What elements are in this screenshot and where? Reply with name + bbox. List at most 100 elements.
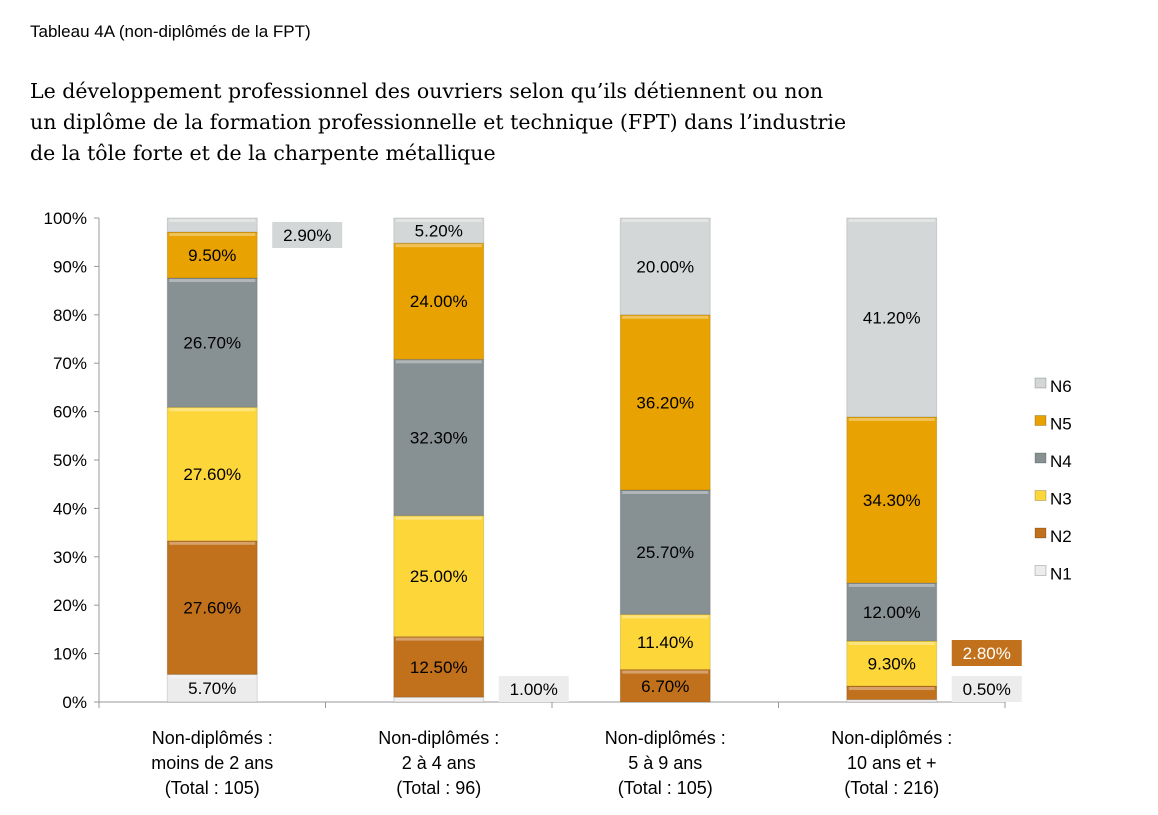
- bar-segment-highlight: [395, 637, 482, 641]
- y-tick-label: 70%: [53, 354, 87, 373]
- y-tick-label: 20%: [53, 596, 87, 615]
- legend-swatch-n5: [1034, 415, 1047, 426]
- data-label: 9.50%: [188, 246, 236, 265]
- bar-segment-n6: [166, 217, 258, 233]
- bar-segment-highlight: [622, 219, 709, 222]
- bar-segment-n2: [619, 669, 711, 703]
- category-label: Non-diplômés :: [831, 728, 952, 748]
- bar-segment-highlight: [395, 244, 482, 248]
- title-line: un diplôme de la formation professionnel…: [30, 110, 847, 134]
- bar-segment-highlight: [848, 219, 935, 222]
- data-label: 20.00%: [636, 257, 694, 276]
- y-tick-label: 60%: [53, 403, 87, 422]
- legend-swatch-n2: [1034, 527, 1047, 539]
- bar-segment-n4: [619, 489, 711, 615]
- bar-segment-n2: [166, 540, 258, 675]
- data-label: 32.30%: [410, 428, 468, 447]
- data-label: 27.60%: [183, 599, 241, 618]
- legend-label: N6: [1050, 377, 1072, 396]
- data-label: 12.50%: [410, 658, 468, 677]
- bar-segment-n6: [846, 217, 938, 418]
- bar-segment-n6: [619, 217, 711, 316]
- data-label: 34.30%: [863, 491, 921, 510]
- bar-segment-n3: [393, 515, 485, 638]
- legend-swatch-n4: [1034, 452, 1047, 464]
- data-label: 5.20%: [415, 222, 463, 241]
- bar-segment-highlight: [622, 615, 709, 619]
- y-tick-label: 0%: [62, 693, 87, 712]
- data-label-box: [951, 676, 1022, 702]
- data-label: 6.70%: [641, 677, 689, 696]
- data-label-box: [272, 222, 343, 248]
- data-label: 2.80%: [963, 644, 1011, 663]
- title-line: Le développement professionnel des ouvri…: [30, 79, 824, 103]
- data-label: 25.00%: [410, 567, 468, 586]
- y-tick-label: 10%: [53, 645, 87, 664]
- data-label: 27.60%: [183, 465, 241, 484]
- bar-segment-n5: [166, 231, 258, 279]
- bar-segment-highlight: [622, 491, 709, 495]
- data-label-box: [951, 640, 1022, 666]
- data-label-box: [498, 676, 569, 702]
- data-label: 25.70%: [636, 543, 694, 562]
- bar-segment-highlight: [848, 583, 935, 587]
- bar-segment-highlight: [395, 516, 482, 520]
- category-label: 5 à 9 ans: [628, 753, 702, 773]
- data-label: 36.20%: [636, 393, 694, 412]
- bar-segment-n4: [393, 358, 485, 517]
- category-label: moins de 2 ans: [151, 753, 273, 773]
- category-label: Non-diplômés :: [378, 728, 499, 748]
- data-label: 12.00%: [863, 603, 921, 622]
- bar-segment-highlight: [169, 408, 256, 412]
- category-label: (Total : 105): [618, 778, 713, 798]
- bar-segment-highlight: [848, 642, 935, 646]
- legend-label: N5: [1050, 415, 1072, 434]
- data-label: 26.70%: [183, 334, 241, 353]
- bar-segment-highlight: [848, 687, 935, 691]
- y-tick-label: 100%: [44, 209, 87, 228]
- data-label: 5.70%: [188, 679, 236, 698]
- category-label: (Total : 96): [396, 778, 481, 798]
- data-label: 2.90%: [283, 226, 331, 245]
- bar-segment-n6: [393, 217, 485, 244]
- y-tick-label: 40%: [53, 499, 87, 518]
- title-line: de la tôle forte et de la charpente méta…: [30, 141, 496, 165]
- bar-segment-n2: [393, 636, 485, 698]
- bar-segment-n3: [619, 613, 711, 671]
- legend-swatch-n1: [1034, 565, 1047, 576]
- bar-segment-highlight: [848, 417, 935, 421]
- bar-segment-highlight: [622, 670, 709, 674]
- bar-segment-highlight: [169, 219, 256, 222]
- bar-segment-n5: [393, 242, 485, 360]
- data-label: 41.20%: [863, 308, 921, 327]
- bar-segment-highlight: [169, 675, 256, 679]
- legend-label: N2: [1050, 527, 1072, 546]
- bar-segment-n5: [846, 416, 938, 584]
- legend-swatch-n6: [1034, 377, 1047, 389]
- category-label: (Total : 216): [844, 778, 939, 798]
- data-label: 11.40%: [637, 633, 693, 652]
- legend-swatch-n3: [1034, 490, 1047, 501]
- y-tick-label: 90%: [53, 257, 87, 276]
- category-label: Non-diplômés :: [152, 728, 273, 748]
- bar-segment-highlight: [169, 233, 256, 237]
- data-label: 9.30%: [868, 655, 916, 674]
- y-tick-label: 50%: [53, 451, 87, 470]
- legend-label: N4: [1050, 452, 1072, 471]
- bar-segment-n3: [166, 406, 258, 542]
- category-label: Non-diplômés :: [605, 728, 726, 748]
- bar-segment-highlight: [395, 698, 482, 702]
- bar-segment-highlight: [395, 219, 482, 222]
- bar-segment-highlight: [395, 360, 482, 364]
- category-label: 10 ans et +: [847, 753, 937, 773]
- bar-segment-n5: [619, 314, 711, 491]
- bar-segment-n1: [166, 673, 258, 703]
- data-label: 0.50%: [963, 680, 1011, 699]
- chart-subtitle: Tableau 4A (non-diplômés de la FPT): [30, 22, 311, 41]
- chart-title: Le développement professionnel des ouvri…: [30, 76, 1030, 169]
- legend-label: N3: [1050, 490, 1072, 509]
- category-label: (Total : 105): [165, 778, 260, 798]
- data-label: 1.00%: [510, 680, 558, 699]
- y-tick-label: 80%: [53, 306, 87, 325]
